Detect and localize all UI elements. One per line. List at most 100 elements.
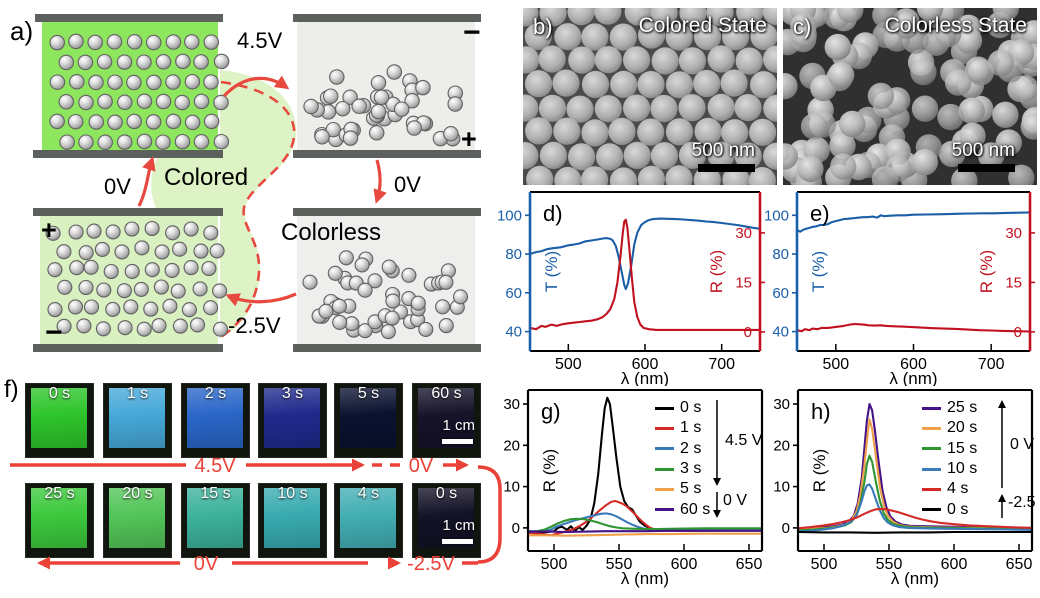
x-tick-label: 500 bbox=[541, 556, 568, 573]
photo-scale-text: 1 cm bbox=[442, 417, 475, 434]
panel-b-title: Colored State bbox=[638, 14, 767, 37]
y-axis-label: T (%) bbox=[542, 251, 561, 292]
photo-cell: 3 s bbox=[258, 383, 327, 458]
legend-item: 1 s bbox=[655, 418, 710, 438]
chart-h-series-0s bbox=[797, 530, 1032, 534]
legend-label: 60 s bbox=[680, 500, 711, 518]
legend-label: 1 s bbox=[680, 419, 702, 437]
photo-cell: 4 s bbox=[334, 483, 403, 558]
legend-swatch bbox=[922, 487, 941, 491]
chart-g-series-5s bbox=[528, 532, 762, 537]
sign-minus-bl: − bbox=[45, 316, 63, 349]
arrow-connector-curve bbox=[477, 465, 502, 564]
x-tick-label: 550 bbox=[606, 556, 633, 573]
y-tick-label: 80 bbox=[505, 246, 522, 263]
y-tick-label: 20 bbox=[773, 437, 790, 454]
panel-b-label: b) bbox=[533, 14, 553, 39]
legend-label: 2 s bbox=[680, 439, 702, 457]
y-tick-label: 80 bbox=[772, 246, 789, 263]
y-tick-label: 60 bbox=[772, 285, 789, 302]
legend-label: 4 s bbox=[947, 480, 969, 498]
legend-swatch bbox=[655, 508, 674, 512]
transition-arrows bbox=[137, 75, 387, 307]
photo-time-label: 10 s bbox=[277, 485, 308, 502]
x-tick-label: 500 bbox=[822, 356, 849, 373]
y-axis-label: R (%) bbox=[540, 449, 559, 492]
photo-cell: 20 s bbox=[103, 483, 172, 558]
photo-time-label: 20 s bbox=[122, 485, 153, 502]
sign-plus-bl: + bbox=[41, 215, 57, 245]
voltage-0v-right: 0V bbox=[394, 172, 421, 197]
photo-scale-text: 1 cm bbox=[442, 517, 475, 534]
photo-cell: 2 s bbox=[181, 383, 250, 458]
label-0v-top: 0V bbox=[409, 455, 434, 477]
y-tick-label: 30 bbox=[773, 396, 790, 413]
y-tick-label: 10 bbox=[503, 479, 520, 496]
arrow-4-5v bbox=[222, 75, 290, 98]
y-tick-label: 40 bbox=[505, 324, 522, 341]
y-tick-label: 0 bbox=[782, 520, 790, 537]
panel-f-arrows: 4.5V 0V 0V -2.5V bbox=[10, 455, 502, 575]
ordered-spheres bbox=[49, 33, 230, 151]
chart-h-reflectance: 500 550 600 650 λ (nm) 0 10 20 30 R (%) h) bbox=[773, 389, 1034, 588]
legend-item: 5 s bbox=[655, 479, 710, 499]
legend-swatch bbox=[655, 447, 674, 451]
legend-swatch bbox=[922, 447, 941, 451]
legend-swatch bbox=[655, 406, 674, 410]
y-axis-right-label: R (%) bbox=[707, 250, 726, 293]
legend-item: 15 s bbox=[922, 439, 977, 459]
chart-e-series-R bbox=[796, 322, 1031, 333]
legend-g-annotation-45v: 4.5 V bbox=[725, 432, 763, 449]
photo-scale-bar bbox=[442, 539, 473, 544]
x-tick-label: 500 bbox=[555, 356, 582, 373]
x-axis-label: λ (nm) bbox=[621, 369, 669, 386]
photo-time-label: 15 s bbox=[200, 485, 231, 502]
y-tick-right-label: 30 bbox=[735, 225, 752, 242]
legend-label: 0 s bbox=[947, 500, 969, 518]
y-tick-label: 10 bbox=[773, 479, 790, 496]
chart-h-legend: 25 s 20 s 15 s 10 s 4 s 0 s 0 V -2.5 V bbox=[912, 392, 1040, 528]
photo-sample bbox=[264, 388, 320, 448]
panel-b-scale-bar bbox=[698, 164, 755, 172]
panel-b-sem-image: b) Colored State 500 nm bbox=[523, 8, 777, 185]
cycle-dashed-curve bbox=[220, 80, 296, 339]
y-tick-label: 30 bbox=[503, 396, 520, 413]
sign-plus-tr: + bbox=[461, 124, 477, 154]
legend-swatch bbox=[922, 508, 941, 512]
panel-c-scale-text: 500 nm bbox=[951, 140, 1015, 161]
semi-ordered-spheres bbox=[45, 220, 228, 337]
sem-disordered-spheres bbox=[783, 8, 1037, 185]
y-tick-label: 100 bbox=[497, 207, 522, 224]
legend-swatch bbox=[922, 406, 941, 410]
legend-label: 3 s bbox=[680, 460, 702, 478]
electrode-bars bbox=[33, 14, 481, 352]
photo-cell: 15 s bbox=[181, 483, 250, 558]
panel-c-sem-image: c) Colorless State 500 nm bbox=[783, 8, 1037, 185]
x-tick-label: 700 bbox=[978, 356, 1005, 373]
legend-label: 15 s bbox=[947, 439, 978, 457]
x-tick-label: 600 bbox=[671, 556, 698, 573]
arrow-minus-2-5v bbox=[225, 292, 297, 307]
x-tick-label: 500 bbox=[811, 556, 838, 573]
voltage-minus-2-5v: -2.5V bbox=[228, 313, 281, 338]
panel-f-label: f) bbox=[4, 376, 19, 403]
x-tick-label: 650 bbox=[736, 556, 763, 573]
x-tick-label: 600 bbox=[941, 556, 968, 573]
y-tick-label: 20 bbox=[503, 437, 520, 454]
y-tick-right-label: 15 bbox=[1005, 274, 1022, 291]
photo-time-label: 60 s bbox=[431, 385, 462, 402]
panel-letter: e) bbox=[810, 201, 830, 226]
y-axis-label: T (%) bbox=[809, 251, 828, 292]
legend-label: 5 s bbox=[680, 480, 702, 498]
arrow-0v-right bbox=[373, 159, 387, 204]
panel-c-title: Colorless State bbox=[884, 14, 1027, 37]
photo-sample bbox=[340, 388, 396, 448]
chart-d-series-R bbox=[529, 218, 760, 331]
photo-sample bbox=[187, 488, 243, 548]
x-tick-label: 550 bbox=[876, 556, 903, 573]
photo-cell: 0 s 1 cm bbox=[412, 483, 481, 558]
photo-sample bbox=[187, 388, 243, 448]
chart-h-series-4s bbox=[797, 507, 1033, 530]
state-colorless: Colorless bbox=[281, 219, 381, 246]
photo-cell: 0 s bbox=[25, 383, 94, 458]
